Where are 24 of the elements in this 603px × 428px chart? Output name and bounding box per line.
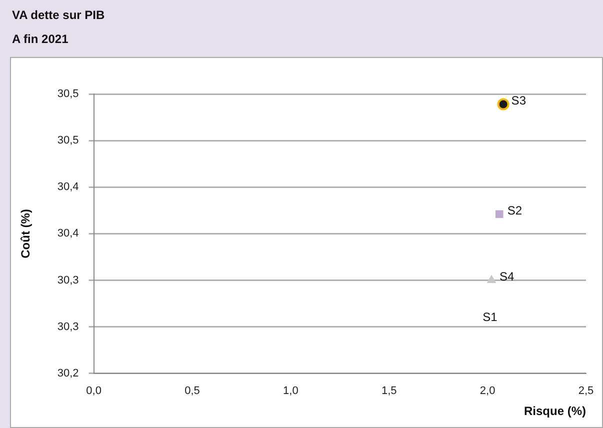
x-tick-label: 2,5 (578, 385, 594, 398)
x-axis-title: Risque (%) (524, 404, 586, 418)
x-tick-label: 0,0 (86, 385, 102, 398)
y-axis-title: Coût (%) (18, 209, 33, 258)
point (497, 98, 510, 110)
y-tick-label: 30,3 (57, 320, 79, 333)
series-label: S2 (507, 203, 522, 218)
y-tick-label: 30,2 (57, 367, 79, 380)
y-tick-label: 30,5 (57, 88, 79, 100)
x-tick-label: 1,0 (283, 385, 298, 398)
series-label: S3 (511, 94, 526, 108)
series-label: S4 (500, 270, 515, 284)
x-tick-label: 1,5 (381, 385, 397, 398)
y-tick-label: 30,4 (57, 181, 79, 194)
x-tick-label: 0,5 (184, 385, 200, 398)
y-tick-label: 30,3 (57, 274, 79, 286)
y-tick-label: 30,4 (57, 228, 79, 240)
chart-subtitle: A fin 2021 (12, 32, 68, 46)
point (495, 210, 504, 218)
x-tick-label: 2,0 (480, 385, 496, 398)
chart-title: VA dette sur PIB (12, 8, 105, 22)
annotation: S1 (482, 310, 498, 324)
y-tick-label: 30,5 (57, 134, 79, 147)
point (486, 274, 496, 284)
